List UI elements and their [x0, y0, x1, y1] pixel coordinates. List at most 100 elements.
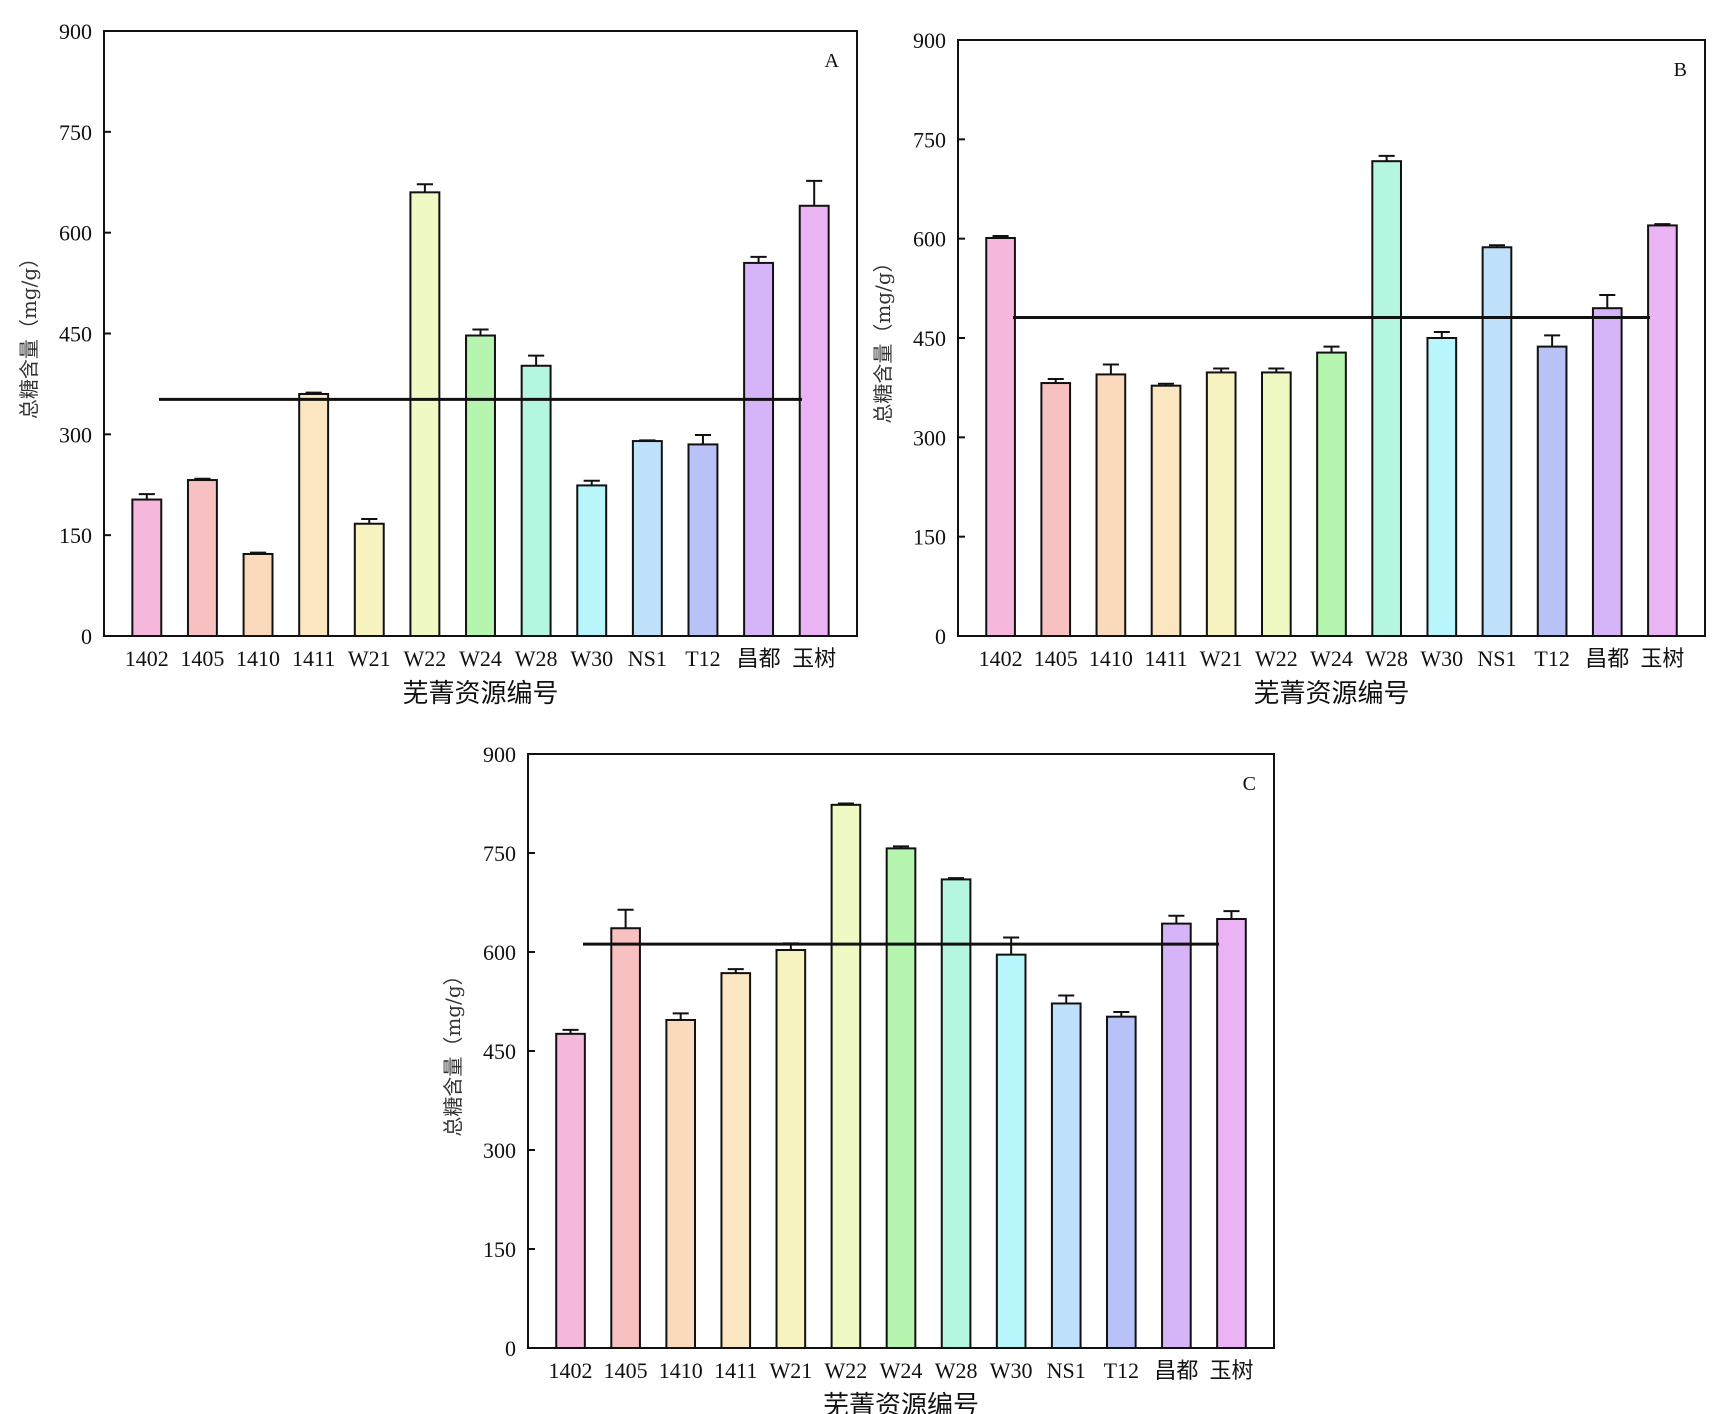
- bar: [610, 927, 641, 1349]
- x-tick-label: 1410: [1089, 646, 1133, 671]
- bar: [1205, 371, 1237, 637]
- y-tick-label: 0: [505, 1336, 516, 1361]
- bar: [1261, 371, 1292, 637]
- bar: [1591, 307, 1623, 637]
- x-tick-label: NS1: [628, 646, 667, 671]
- x-tick-label: W28: [515, 646, 558, 671]
- bar: [1150, 384, 1182, 637]
- x-tick-label: W22: [1255, 646, 1298, 671]
- bar: [353, 522, 385, 637]
- x-tick-label: 1410: [659, 1358, 703, 1383]
- bar: [631, 440, 663, 637]
- y-tick-label: 0: [81, 624, 92, 649]
- x-tick-label: W21: [1200, 646, 1243, 671]
- y-tick-label: 150: [59, 523, 92, 548]
- y-tick-label: 900: [59, 19, 92, 44]
- y-tick-label: 750: [483, 841, 516, 866]
- y-tick-label: 450: [913, 326, 946, 351]
- bar: [1040, 382, 1072, 637]
- bar: [1371, 160, 1402, 637]
- x-tick-label: 1402: [125, 646, 169, 671]
- x-axis-title: 芜菁资源编号: [823, 1391, 979, 1414]
- x-tick-label: 1402: [979, 646, 1023, 671]
- bar: [242, 552, 274, 637]
- bar: [520, 364, 552, 637]
- y-tick-label: 450: [483, 1039, 516, 1064]
- bar: [298, 393, 330, 637]
- x-tick-label: W21: [769, 1358, 812, 1383]
- x-tick-label: 1411: [714, 1358, 757, 1383]
- x-tick-label: 玉树: [792, 646, 836, 671]
- x-tick-label: W21: [348, 646, 391, 671]
- bar: [830, 803, 862, 1349]
- x-tick-label: 1402: [549, 1358, 593, 1383]
- bar: [985, 237, 1016, 637]
- bar: [1316, 351, 1347, 637]
- y-tick-label: 750: [59, 120, 92, 145]
- x-tick-label: W28: [1365, 646, 1408, 671]
- x-tick-label: T12: [1534, 646, 1569, 671]
- bar: [555, 1032, 586, 1349]
- bar: [1105, 1015, 1137, 1349]
- y-tick-label: 600: [913, 227, 946, 252]
- panel-label: C: [1243, 773, 1256, 795]
- x-tick-label: W24: [880, 1358, 923, 1383]
- x-tick-label: T12: [1104, 1358, 1139, 1383]
- bar: [1426, 337, 1458, 637]
- x-tick-label: T12: [685, 646, 720, 671]
- bar: [1647, 224, 1678, 638]
- y-tick-label: 600: [59, 221, 92, 246]
- x-tick-label: 玉树: [1209, 1358, 1253, 1383]
- y-tick-label: 0: [935, 624, 946, 649]
- x-tick-label: 1411: [292, 646, 335, 671]
- bar: [1050, 1002, 1082, 1349]
- chart-panel-a: 0 150 300 450 600 750 900 1402 1405 1410 1411 W21 W2…: [17, 19, 858, 709]
- x-tick-label: 1405: [604, 1358, 648, 1383]
- bar: [465, 334, 496, 637]
- x-tick-label: 昌都: [1585, 646, 1629, 671]
- y-axis-title: 总糖含量（mg/g）: [441, 965, 465, 1136]
- bar: [409, 191, 441, 637]
- x-tick-label: 昌都: [737, 646, 781, 671]
- x-tick-label: W24: [1310, 646, 1353, 671]
- x-tick-label: W30: [1420, 646, 1463, 671]
- y-tick-label: 750: [913, 127, 946, 152]
- chart-panel-c: 0 150 300 450 600 750 900 1402 1405 1410 1411 W21 W2…: [441, 742, 1275, 1414]
- bar: [1216, 918, 1247, 1349]
- y-tick-label: 300: [59, 422, 92, 447]
- x-tick-label: W22: [404, 646, 447, 671]
- bar: [1481, 246, 1513, 638]
- bar: [940, 878, 972, 1350]
- bar: [131, 498, 163, 637]
- panel-label: B: [1674, 59, 1687, 81]
- bar: [1161, 922, 1192, 1349]
- chart-panel-b: 0 150 300 450 600 750 900 1402 1405 1410 1411 W21 W2…: [871, 28, 1706, 709]
- y-tick-label: 300: [913, 425, 946, 450]
- x-tick-label: W30: [990, 1358, 1033, 1383]
- x-tick-label: W24: [459, 646, 502, 671]
- y-axis-title: 总糖含量（mg/g）: [871, 252, 895, 423]
- bar: [1095, 373, 1127, 637]
- x-tick-label: NS1: [1047, 1358, 1086, 1383]
- panel-label: A: [825, 50, 840, 72]
- bar: [687, 443, 719, 637]
- x-axis-title: 芜菁资源编号: [402, 679, 558, 709]
- bar: [798, 204, 830, 637]
- x-tick-label: W22: [825, 1358, 868, 1383]
- bar: [885, 847, 917, 1349]
- x-tick-label: W30: [570, 646, 613, 671]
- x-axis-title: 芜菁资源编号: [1253, 679, 1409, 709]
- bar: [1536, 345, 1568, 637]
- x-tick-label: 1405: [1034, 646, 1078, 671]
- y-tick-label: 450: [59, 322, 92, 347]
- x-tick-label: 昌都: [1154, 1358, 1198, 1383]
- x-tick-label: 1411: [1144, 646, 1187, 671]
- y-tick-label: 300: [483, 1138, 516, 1163]
- x-tick-label: 1410: [236, 646, 280, 671]
- x-tick-label: W28: [935, 1358, 978, 1383]
- x-tick-label: NS1: [1477, 646, 1516, 671]
- y-tick-label: 150: [483, 1237, 516, 1262]
- bar: [576, 484, 608, 637]
- y-tick-label: 150: [913, 525, 946, 550]
- bar: [775, 949, 807, 1350]
